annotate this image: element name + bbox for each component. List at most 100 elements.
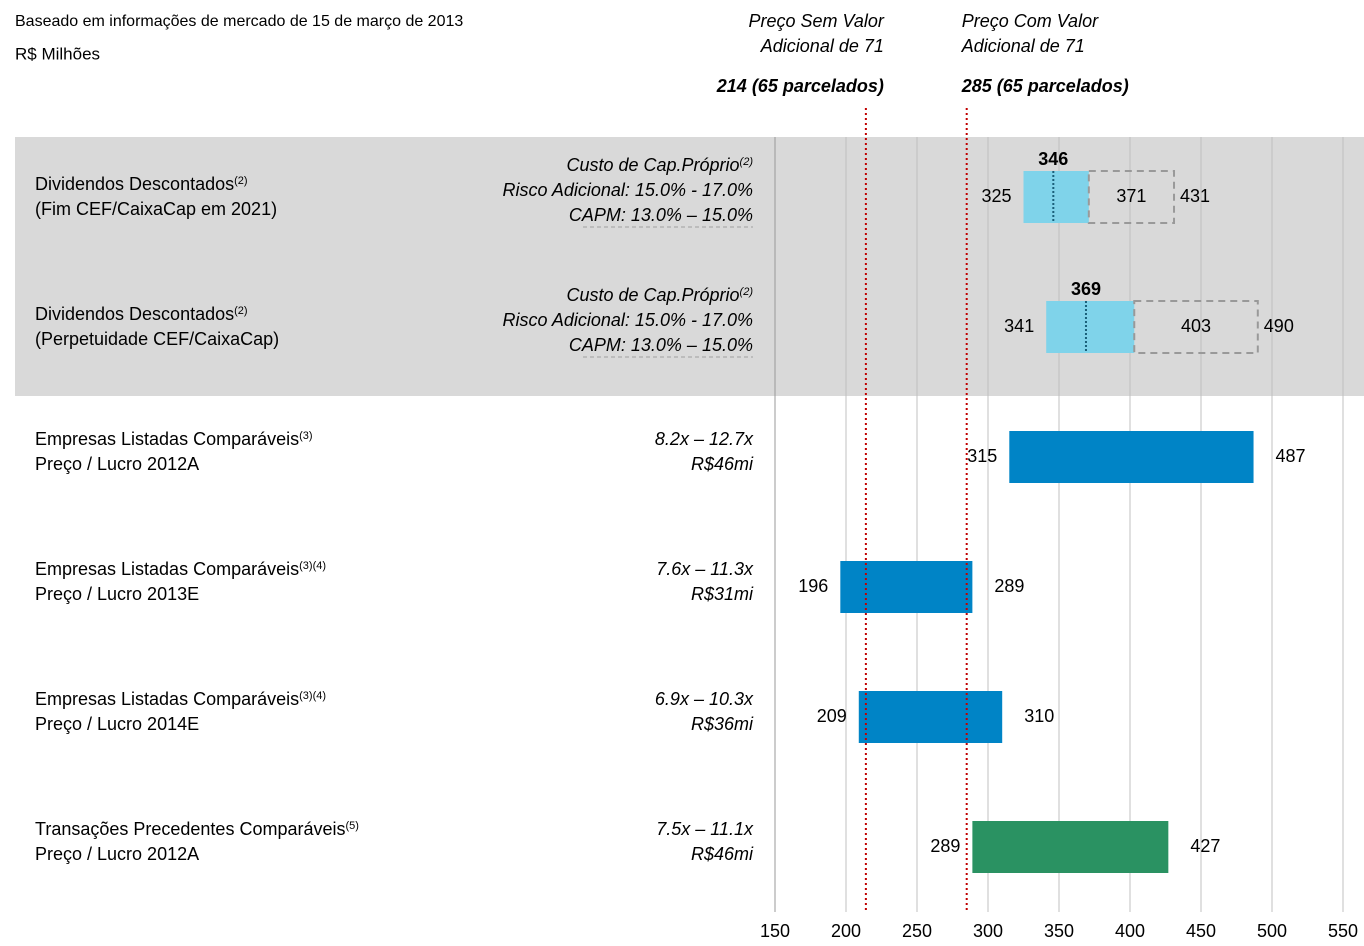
row-label: Dividendos Descontados(2) — [35, 174, 248, 194]
row-note: 8.2x – 12.7x — [655, 429, 754, 449]
reference-title: Preço Sem Valor — [748, 11, 884, 31]
row-label-line: Transações Precedentes Comparáveis — [35, 819, 345, 839]
x-tick-label: 550 — [1328, 921, 1358, 941]
row-label: Empresas Listadas Comparáveis(3)(4) — [35, 559, 326, 579]
value-label-high: 371 — [1116, 186, 1146, 206]
row-label-sup: (3) — [299, 430, 312, 442]
range-bar — [1046, 301, 1135, 353]
row-label: Empresas Listadas Comparáveis(3) — [35, 429, 313, 449]
subtitle: Baseado em informações de mercado de 15 … — [15, 13, 463, 30]
row-label: Preço / Lucro 2013E — [35, 584, 199, 604]
x-tick-label: 500 — [1257, 921, 1287, 941]
row-label: Preço / Lucro 2012A — [35, 454, 199, 474]
value-label-low: 196 — [798, 576, 828, 596]
row-note-line: R$31mi — [691, 584, 754, 604]
row-note: 6.9x – 10.3x — [655, 689, 754, 709]
row-label-sup: (2) — [234, 175, 247, 187]
row-note-line: R$46mi — [691, 844, 754, 864]
value-label-ext: 490 — [1264, 316, 1294, 336]
row-note-line: 7.6x – 11.3x — [656, 559, 754, 579]
row-note: CAPM: 13.0% – 15.0% — [569, 335, 753, 355]
row-label: (Perpetuidade CEF/CaixaCap) — [35, 329, 279, 349]
row-label-line: Preço / Lucro 2012A — [35, 844, 199, 864]
reference-title: Preço Com Valor — [962, 11, 1099, 31]
row-label-line: (Perpetuidade CEF/CaixaCap) — [35, 329, 279, 349]
value-label-high: 427 — [1190, 836, 1220, 856]
row-note: CAPM: 13.0% – 15.0% — [569, 205, 753, 225]
row-note-line: 7.5x – 11.1x — [656, 819, 754, 839]
row-label-line: Empresas Listadas Comparáveis — [35, 429, 299, 449]
row-note: R$46mi — [691, 844, 754, 864]
value-label-high: 403 — [1181, 316, 1211, 336]
value-label-high: 310 — [1024, 706, 1054, 726]
value-label-high: 289 — [994, 576, 1024, 596]
reference-title: Adicional de 71 — [961, 36, 1085, 56]
value-label-high: 487 — [1276, 446, 1306, 466]
row-note: Risco Adicional: 15.0% - 17.0% — [503, 180, 753, 200]
row-note: R$46mi — [691, 454, 754, 474]
row-note: R$36mi — [691, 714, 754, 734]
row-label-sup: (3)(4) — [299, 690, 326, 702]
row-label-sup: (2) — [234, 305, 247, 317]
row-note-line: 6.9x – 10.3x — [655, 689, 754, 709]
value-label-low: 315 — [967, 446, 997, 466]
row-label-line: Empresas Listadas Comparáveis — [35, 559, 299, 579]
row-note: 7.5x – 11.1x — [656, 819, 754, 839]
row-note-line: CAPM: 13.0% – 15.0% — [569, 335, 753, 355]
row-note-line: Risco Adicional: 15.0% - 17.0% — [503, 180, 753, 200]
row-label-line: Preço / Lucro 2012A — [35, 454, 199, 474]
row-note-line: Custo de Cap.Próprio — [566, 285, 739, 305]
row-label-sup: (5) — [345, 820, 358, 832]
row-note-sup: (2) — [740, 156, 754, 168]
x-tick-label: 450 — [1186, 921, 1216, 941]
extension-box — [1133, 300, 1259, 354]
range-bar — [972, 821, 1169, 873]
range-bar — [858, 691, 1003, 743]
row-note-line: Risco Adicional: 15.0% - 17.0% — [503, 310, 753, 330]
row-label: Preço / Lucro 2014E — [35, 714, 199, 734]
row-note-sup: (2) — [740, 286, 754, 298]
row-label: Preço / Lucro 2012A — [35, 844, 199, 864]
range-bar — [1023, 171, 1089, 223]
extension-box — [1087, 170, 1176, 224]
value-label-low: 289 — [930, 836, 960, 856]
row-note-line: Custo de Cap.Próprio — [566, 155, 739, 175]
x-tick-label: 200 — [831, 921, 861, 941]
row-label: Transações Precedentes Comparáveis(5) — [35, 819, 359, 839]
reference-label: 285 (65 parcelados) — [961, 76, 1129, 96]
row-label-line: Preço / Lucro 2013E — [35, 584, 199, 604]
reference-title: Adicional de 71 — [760, 36, 884, 56]
row-label: (Fim CEF/CaixaCap em 2021) — [35, 199, 277, 219]
row-label-sup: (3)(4) — [299, 560, 326, 572]
row-note: Risco Adicional: 15.0% - 17.0% — [503, 310, 753, 330]
row-note-line: CAPM: 13.0% – 15.0% — [569, 205, 753, 225]
reference-label: 214 (65 parcelados) — [716, 76, 884, 96]
value-label-low: 209 — [817, 706, 847, 726]
row-note: R$31mi — [691, 584, 754, 604]
row-note-line: R$46mi — [691, 454, 754, 474]
row-note-line: 8.2x – 12.7x — [655, 429, 754, 449]
value-label-low: 341 — [1004, 316, 1034, 336]
x-tick-label: 150 — [760, 921, 790, 941]
row-note-line: R$36mi — [691, 714, 754, 734]
value-label-mid: 369 — [1071, 279, 1101, 299]
x-tick-label: 250 — [902, 921, 932, 941]
row-note: Custo de Cap.Próprio(2) — [566, 285, 753, 305]
range-bar — [1009, 431, 1254, 483]
row-note: 7.6x – 11.3x — [656, 559, 754, 579]
row-label: Dividendos Descontados(2) — [35, 304, 248, 324]
value-label-low: 325 — [981, 186, 1011, 206]
row-label-line: Dividendos Descontados — [35, 174, 234, 194]
value-label-mid: 346 — [1038, 149, 1068, 169]
x-tick-label: 400 — [1115, 921, 1145, 941]
row-label-line: Dividendos Descontados — [35, 304, 234, 324]
x-tick-label: 350 — [1044, 921, 1074, 941]
row-label-line: Preço / Lucro 2014E — [35, 714, 199, 734]
range-bar — [840, 561, 973, 613]
row-label-line: (Fim CEF/CaixaCap em 2021) — [35, 199, 277, 219]
value-label-ext: 431 — [1180, 186, 1210, 206]
row-label: Empresas Listadas Comparáveis(3)(4) — [35, 689, 326, 709]
row-label-line: Empresas Listadas Comparáveis — [35, 689, 299, 709]
row-note: Custo de Cap.Próprio(2) — [566, 155, 753, 175]
